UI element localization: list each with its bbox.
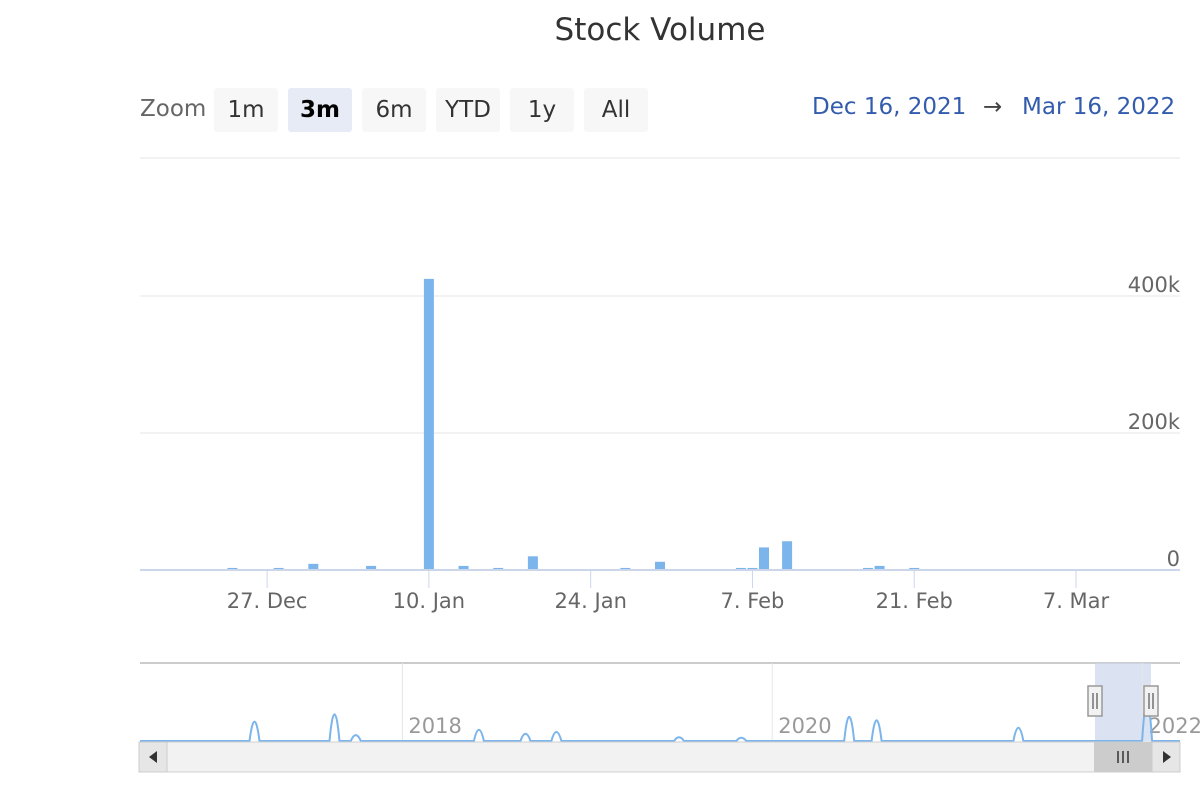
x-tick-label: 7. Mar bbox=[1043, 589, 1110, 613]
volume-bar[interactable] bbox=[620, 567, 631, 570]
volume-bar[interactable] bbox=[782, 541, 793, 570]
x-tick-label: 7. Feb bbox=[720, 589, 784, 613]
volume-bar[interactable] bbox=[458, 565, 469, 570]
y-tick-label: 400k bbox=[1128, 273, 1181, 297]
range-arrow: → bbox=[983, 94, 1003, 120]
range-from-input[interactable]: Dec 16, 2021 bbox=[812, 94, 967, 120]
volume-bar[interactable] bbox=[366, 565, 377, 570]
navigator-year-label: 2018 bbox=[408, 714, 461, 738]
chart-title: Stock Volume bbox=[554, 12, 766, 48]
y-tick-label: 200k bbox=[1128, 410, 1181, 434]
zoom-all-button[interactable]: All bbox=[584, 88, 648, 132]
scroll-left-arrow-icon bbox=[149, 751, 157, 763]
volume-bar[interactable] bbox=[308, 563, 319, 570]
volume-bar[interactable] bbox=[759, 547, 769, 570]
zoom-1y-button[interactable]: 1y bbox=[510, 88, 574, 132]
zoom-3m-button[interactable]: 3m bbox=[288, 88, 352, 132]
navigator-handle[interactable] bbox=[1087, 685, 1103, 717]
x-tick-label: 27. Dec bbox=[227, 589, 308, 613]
volume-bar[interactable] bbox=[735, 567, 746, 570]
x-tick-label: 21. Feb bbox=[876, 589, 953, 613]
volume-bar[interactable] bbox=[423, 278, 434, 570]
volume-bar[interactable] bbox=[655, 561, 665, 570]
volume-bar[interactable] bbox=[909, 567, 920, 570]
zoom-1m-button[interactable]: 1m bbox=[214, 88, 278, 132]
navigator-year-label: 2020 bbox=[778, 714, 831, 738]
range-to-input[interactable]: Mar 16, 2022 bbox=[1022, 94, 1176, 120]
volume-bar[interactable] bbox=[493, 567, 504, 570]
navigator-selected-range[interactable] bbox=[1095, 663, 1151, 741]
navigator-series-line bbox=[140, 701, 1180, 742]
x-tick-label: 10. Jan bbox=[393, 589, 465, 613]
zoom-label: Zoom bbox=[140, 96, 207, 122]
y-tick-label: 0 bbox=[1167, 547, 1180, 571]
zoom-ytd-button[interactable]: YTD bbox=[436, 88, 500, 132]
volume-bar[interactable] bbox=[227, 567, 238, 570]
volume-bar[interactable] bbox=[527, 556, 538, 570]
volume-bar[interactable] bbox=[273, 567, 284, 570]
volume-bar[interactable] bbox=[863, 567, 873, 570]
volume-bar[interactable] bbox=[747, 567, 758, 570]
navigator-year-label: 2022 bbox=[1149, 714, 1200, 738]
scroll-right-arrow-icon bbox=[1163, 751, 1171, 763]
x-tick-label: 24. Jan bbox=[554, 589, 626, 613]
zoom-6m-button[interactable]: 6m bbox=[362, 88, 426, 132]
navigator-handle[interactable] bbox=[1143, 685, 1159, 717]
volume-bar[interactable] bbox=[874, 565, 885, 570]
scrollbar-track[interactable] bbox=[138, 741, 1181, 773]
